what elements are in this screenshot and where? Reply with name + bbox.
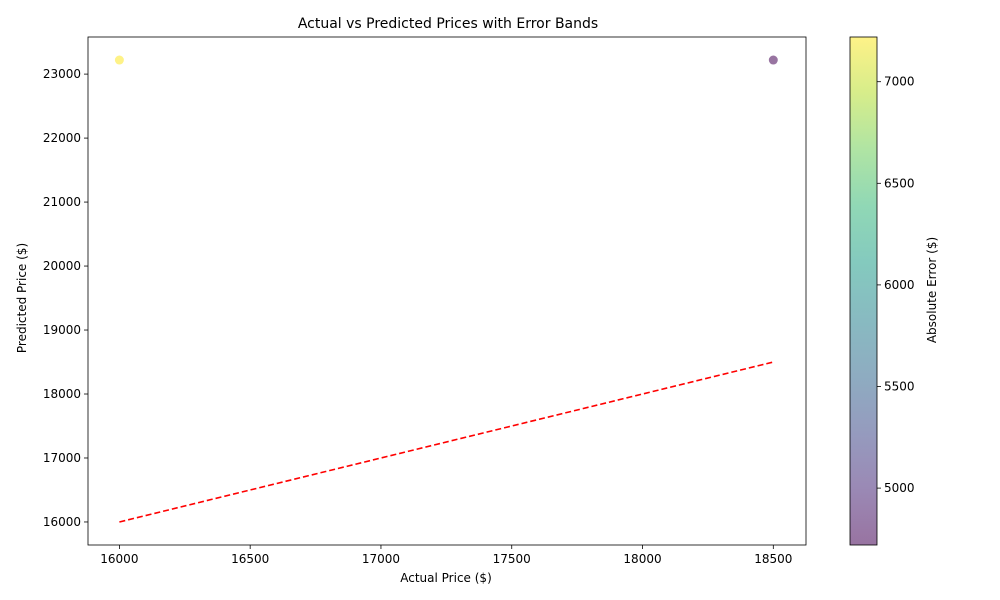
chart-title: Actual vs Predicted Prices with Error Ba… [298, 16, 598, 32]
plot-area: 16000 16500 17000 17500 18000 18500 16000 17000… [43, 36, 807, 566]
plot-frame [87, 36, 807, 546]
y-tick-label: 21000 [43, 195, 81, 209]
y-tick-label: 23000 [43, 67, 81, 81]
colorbar-label: Absolute Error ($) [925, 237, 939, 343]
colorbar-gradient [850, 37, 877, 545]
y-tick-label: 18000 [43, 387, 81, 401]
y-axis-label: Predicted Price ($) [15, 243, 29, 353]
colorbar-frame [849, 36, 878, 546]
y-tick-label: 16000 [43, 515, 81, 529]
x-tick-label: 18000 [623, 552, 661, 566]
colorbar: 5000 5500 6000 6500 7000 [849, 36, 915, 546]
x-axis-label: Actual Price ($) [400, 571, 492, 585]
y-tick-label: 17000 [43, 451, 81, 465]
x-tick-label: 16500 [231, 552, 269, 566]
colorbar-tick-label: 6500 [884, 176, 915, 190]
x-tick-label: 17500 [493, 552, 531, 566]
colorbar-tick-label: 7000 [884, 75, 915, 89]
scatter-point [114, 55, 124, 65]
y-tick-label: 20000 [43, 259, 81, 273]
x-tick-label: 16000 [100, 552, 138, 566]
colorbar-tick-label: 5500 [884, 380, 915, 394]
y-tick-label: 22000 [43, 131, 81, 145]
x-tick-label: 17000 [362, 552, 400, 566]
colorbar-tick-label: 6000 [884, 278, 915, 292]
scatter-point [768, 55, 778, 65]
y-tick-label: 19000 [43, 323, 81, 337]
colorbar-tick-label: 5000 [884, 481, 915, 495]
reference-line [119, 361, 774, 523]
x-tick-label: 18500 [754, 552, 792, 566]
